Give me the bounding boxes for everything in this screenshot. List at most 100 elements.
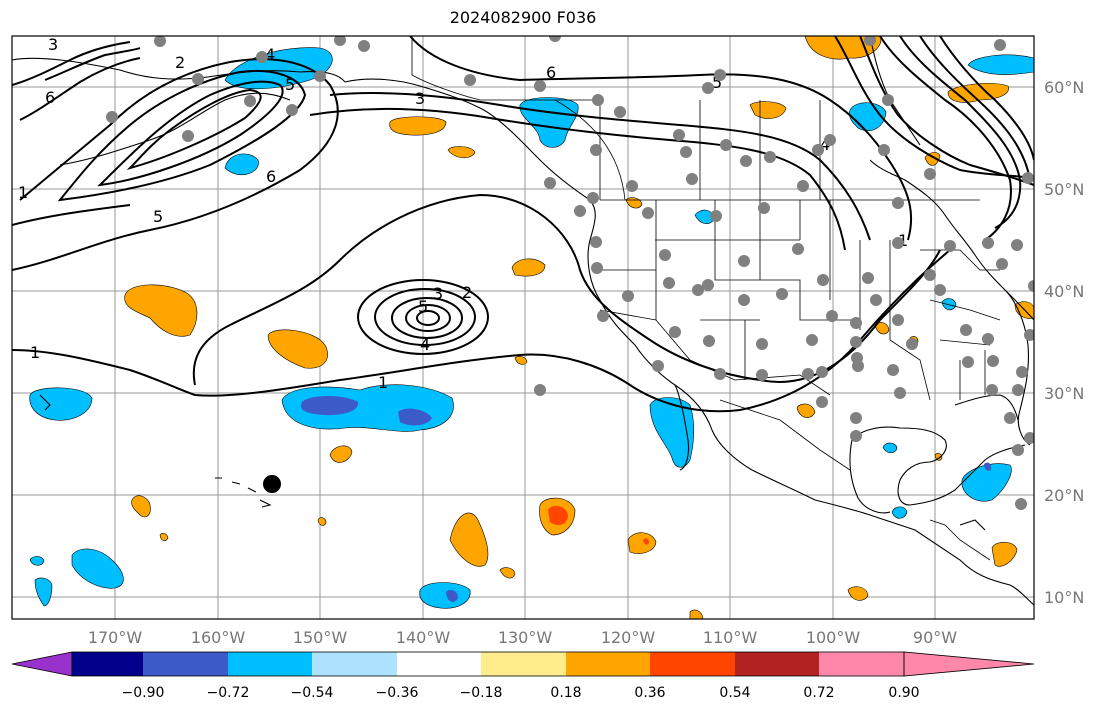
colorbar-outline	[71, 651, 905, 677]
station-dot	[314, 70, 326, 82]
station-dot	[944, 240, 956, 252]
station-dot	[659, 249, 671, 261]
lon-tick-label: 140°W	[396, 628, 451, 647]
station-dot	[816, 366, 828, 378]
contour-label: 2	[462, 283, 472, 302]
station-dot	[592, 94, 604, 106]
contour-label: 6	[266, 167, 276, 186]
station-dot	[870, 294, 882, 306]
station-dot	[703, 335, 715, 347]
station-dot	[192, 73, 204, 85]
station-dot	[614, 106, 626, 118]
station-dot	[1011, 239, 1023, 251]
station-dot	[850, 317, 862, 329]
station-dot	[591, 262, 603, 274]
contour-label: 3	[48, 35, 58, 54]
colorbar-tick-label: −0.54	[291, 685, 334, 701]
station-dot	[597, 310, 609, 322]
strong-positive-cores	[548, 505, 649, 545]
colorbar-tick-label: 0.90	[888, 685, 919, 701]
colorbar-segment	[819, 652, 904, 676]
lat-tick-label: 10°N	[1044, 588, 1084, 607]
station-dot	[714, 69, 726, 81]
station-dot	[850, 412, 862, 424]
latitude-tick-labels: 60°N 50°N 40°N 30°N 20°N 10°N	[1044, 78, 1084, 607]
station-dot	[887, 364, 899, 376]
lon-tick-label: 130°W	[498, 628, 553, 647]
station-dot	[934, 284, 946, 296]
contour-label: 4	[820, 135, 830, 154]
longitude-tick-labels: 170°W 160°W 150°W 140°W 130°W 120°W 110°…	[88, 628, 957, 647]
station-dot	[892, 197, 904, 209]
contour-label: 6	[546, 63, 556, 82]
station-dot	[894, 387, 906, 399]
station-dot	[106, 111, 118, 123]
station-dot	[622, 290, 634, 302]
political-borders	[411, 36, 1001, 561]
lat-tick-label: 20°N	[1044, 486, 1084, 505]
station-dot	[534, 80, 546, 92]
station-dot	[960, 324, 972, 336]
station-dot	[663, 277, 675, 289]
station-dot	[924, 269, 936, 281]
station-dot	[587, 192, 599, 204]
station-dot	[806, 334, 818, 346]
lon-tick-label: 170°W	[88, 628, 143, 647]
contour-label: 5	[418, 297, 428, 316]
station-dot	[850, 430, 862, 442]
station-dot	[987, 355, 999, 367]
station-dot	[738, 294, 750, 306]
station-dot	[652, 360, 664, 372]
lon-tick-label: 90°W	[913, 628, 957, 647]
negative-anomaly-regions	[29, 47, 1034, 609]
station-dot	[549, 36, 561, 42]
colorbar-segment	[566, 652, 650, 676]
station-dot	[710, 210, 722, 222]
contour-label: 1	[18, 183, 28, 202]
station-dot	[812, 144, 824, 156]
station-dot	[756, 338, 768, 350]
height-contours	[12, 36, 1034, 413]
station-dot	[996, 258, 1008, 270]
station-dot	[756, 369, 768, 381]
station-dot	[1012, 384, 1024, 396]
station-dot	[544, 177, 556, 189]
contour-label: 3	[415, 89, 425, 108]
location-marker	[263, 475, 281, 493]
colorbar-tick-label: 0.72	[803, 685, 834, 701]
lon-tick-label: 110°W	[703, 628, 758, 647]
colorbar-segment	[481, 652, 566, 676]
station-dot	[740, 155, 752, 167]
colorbar-segment	[72, 652, 143, 676]
station-dot	[797, 180, 809, 192]
station-dot	[626, 180, 638, 192]
station-dot	[692, 284, 704, 296]
colorbar: −0.90 −0.72 −0.54 −0.36 −0.18 0.18 0.36 …	[11, 651, 1035, 701]
station-dot	[851, 352, 863, 364]
station-dot	[154, 36, 166, 47]
lat-tick-label: 40°N	[1044, 282, 1084, 301]
station-dot	[642, 207, 654, 219]
station-dot	[702, 82, 714, 94]
station-dot	[590, 236, 602, 248]
colorbar-tick-label: 0.18	[550, 685, 581, 701]
station-dot	[986, 384, 998, 396]
map-title: 2024082900 F036	[449, 8, 597, 27]
colorbar-tick-label: −0.18	[460, 685, 503, 701]
station-dot	[1022, 172, 1034, 184]
station-dot	[906, 338, 918, 350]
station-dot	[720, 139, 732, 151]
station-dot	[1012, 444, 1024, 456]
strong-negative-cores	[300, 396, 992, 602]
station-dot	[286, 104, 298, 116]
colorbar-segment	[735, 652, 819, 676]
colorbar-segment	[650, 652, 735, 676]
colorbar-segment	[312, 652, 397, 676]
colorbar-segment	[228, 652, 312, 676]
station-dot	[764, 151, 776, 163]
station-dot	[358, 40, 370, 52]
station-dot	[892, 237, 904, 249]
colorbar-tick-label: −0.36	[376, 685, 419, 701]
station-dot	[702, 279, 714, 291]
